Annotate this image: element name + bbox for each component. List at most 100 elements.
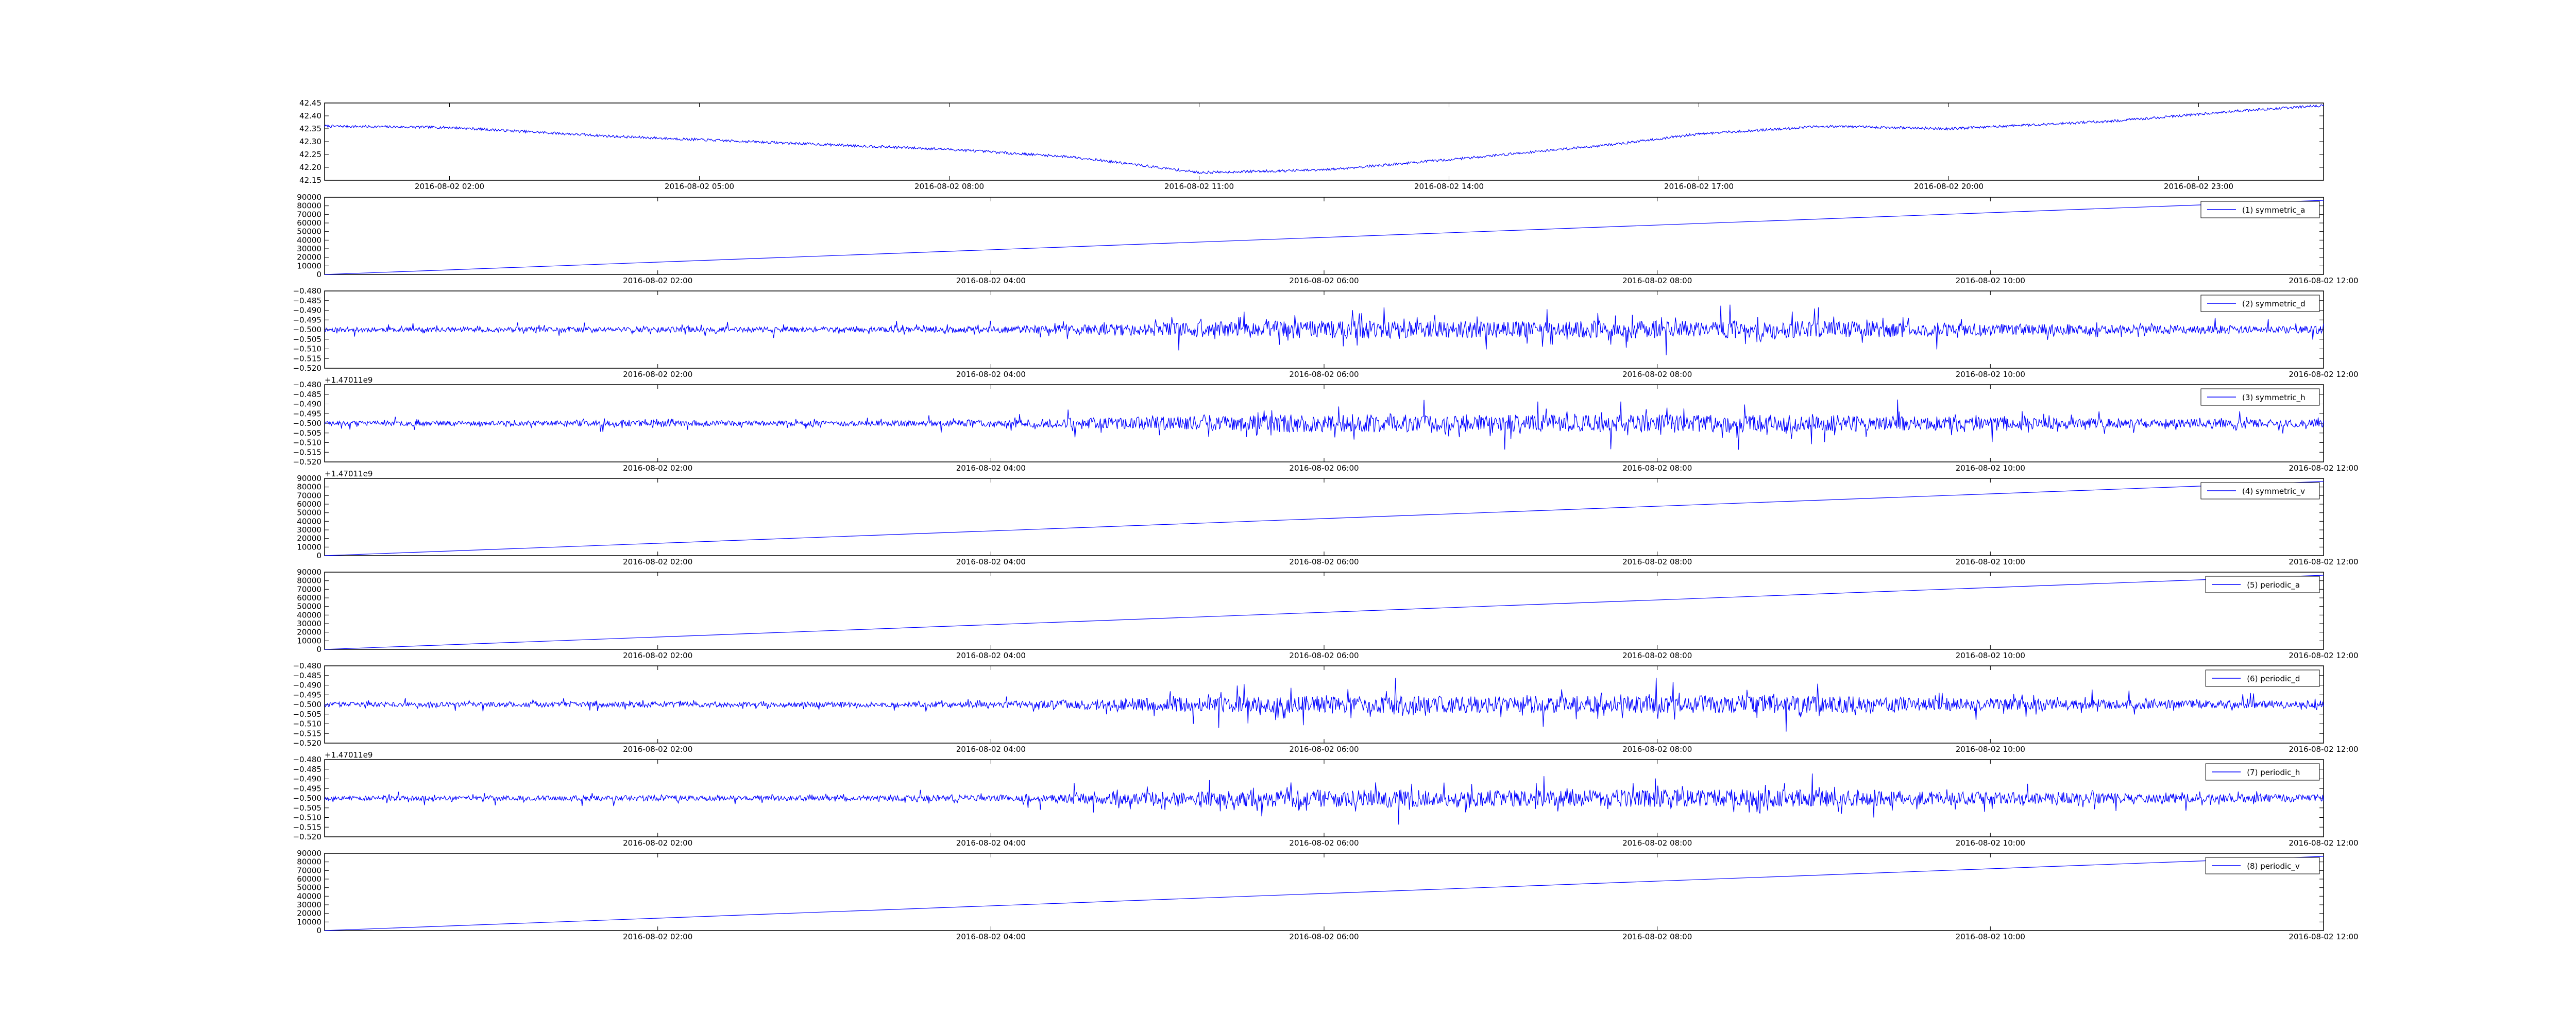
x-tick-label: 2016-08-02 08:00 (1622, 838, 1692, 848)
y-tick-label: 80000 (297, 857, 321, 867)
x-tick-label: 2016-08-02 02:00 (623, 838, 692, 848)
y-tick-label: 80000 (297, 201, 321, 211)
series-line (324, 773, 2324, 825)
y-tick-label: −0.505 (293, 710, 321, 719)
x-tick-label: 2016-08-02 04:00 (956, 838, 1026, 848)
legend-label: (1) symmetric_a (2242, 205, 2305, 215)
axes-frame (324, 853, 2324, 931)
series-line (324, 399, 2324, 450)
y-tick-label: 10000 (297, 917, 321, 926)
series-line (324, 200, 2324, 275)
x-tick-label: 2016-08-02 08:00 (1622, 745, 1692, 754)
y-tick-label: 80000 (297, 483, 321, 492)
y-tick-label: 10000 (297, 636, 321, 645)
x-tick-label: 2016-08-02 10:00 (1956, 276, 2025, 285)
x-tick-label: 2016-08-02 06:00 (1289, 838, 1359, 848)
x-tick-label: 2016-08-02 12:00 (2289, 463, 2358, 473)
y-tick-label: 90000 (297, 849, 321, 858)
x-tick-label: 2016-08-02 02:00 (623, 276, 692, 285)
x-tick-label: 2016-08-02 12:00 (2289, 745, 2358, 754)
y-tick-label: −0.500 (293, 325, 321, 334)
x-tick-label: 2016-08-02 02:00 (623, 745, 692, 754)
y-tick-label: 40000 (297, 610, 321, 620)
y-tick-label: 40000 (297, 517, 321, 526)
panel-p7: −0.520−0.515−0.510−0.505−0.500−0.495−0.4… (293, 750, 2358, 848)
y-tick-label: 42.45 (299, 98, 321, 108)
y-tick-label: −0.485 (293, 296, 321, 305)
y-tick-label: −0.490 (293, 400, 321, 409)
legend-label: (6) periodic_d (2247, 674, 2300, 684)
y-tick-label: −0.520 (293, 832, 321, 841)
y-tick-label: 70000 (297, 584, 321, 594)
panel-p2: −0.520−0.515−0.510−0.505−0.500−0.495−0.4… (293, 286, 2358, 379)
y-tick-label: 70000 (297, 491, 321, 500)
y-tick-label: 20000 (297, 628, 321, 637)
y-tick-label: −0.480 (293, 286, 321, 296)
x-tick-label: 2016-08-02 08:00 (1622, 276, 1692, 285)
panel-p8: 0100002000030000400005000060000700008000… (297, 849, 2358, 941)
legend-label: (3) symmetric_h (2242, 393, 2306, 403)
x-tick-label: 2016-08-02 04:00 (956, 651, 1026, 660)
x-tick-label: 2016-08-02 06:00 (1289, 651, 1359, 660)
x-tick-label: 2016-08-02 02:00 (623, 463, 692, 473)
y-tick-label: −0.515 (293, 354, 321, 363)
axes-frame (324, 572, 2324, 650)
x-tick-label: 2016-08-02 10:00 (1956, 370, 2025, 379)
y-tick-label: −0.505 (293, 428, 321, 438)
x-tick-label: 2016-08-02 04:00 (956, 557, 1026, 566)
y-tick-label: 90000 (297, 474, 321, 483)
x-tick-label: 2016-08-02 06:00 (1289, 932, 1359, 941)
legend-box (2200, 482, 2320, 500)
x-tick-label: 2016-08-02 08:00 (1622, 463, 1692, 473)
y-tick-label: 42.25 (299, 150, 321, 159)
y-tick-label: 0 (316, 551, 321, 560)
series-line (324, 104, 2324, 174)
x-tick-label: 2016-08-02 12:00 (2289, 370, 2358, 379)
x-tick-label: 2016-08-02 06:00 (1289, 745, 1359, 754)
y-tick-label: −0.480 (293, 380, 321, 389)
x-tick-label: 2016-08-02 11:00 (1164, 182, 1234, 191)
x-tick-label: 2016-08-02 10:00 (1956, 838, 2025, 848)
y-offset-label: +1.47011e9 (325, 375, 372, 385)
x-tick-label: 2016-08-02 20:00 (1914, 182, 1984, 191)
x-tick-label: 2016-08-02 08:00 (1622, 932, 1692, 941)
y-tick-label: −0.515 (293, 729, 321, 738)
series-line (324, 678, 2324, 732)
y-tick-label: −0.520 (293, 364, 321, 373)
legend: (5) periodic_a (2205, 576, 2320, 593)
y-tick-label: −0.520 (293, 738, 321, 748)
y-tick-label: 20000 (297, 534, 321, 543)
y-offset-label: +1.47011e9 (325, 750, 372, 760)
y-tick-label: 50000 (297, 508, 321, 518)
y-tick-label: −0.490 (293, 681, 321, 690)
y-tick-label: −0.510 (293, 438, 321, 448)
y-tick-label: −0.510 (293, 719, 321, 729)
legend: (1) symmetric_a (2200, 201, 2320, 218)
x-tick-label: 2016-08-02 04:00 (956, 370, 1026, 379)
y-tick-label: 0 (316, 270, 321, 279)
y-tick-label: −0.485 (293, 765, 321, 774)
x-tick-label: 2016-08-02 23:00 (2164, 182, 2233, 191)
legend: (6) periodic_d (2205, 669, 2320, 687)
y-tick-label: −0.495 (293, 315, 321, 324)
x-tick-label: 2016-08-02 04:00 (956, 932, 1026, 941)
series-line (324, 575, 2324, 650)
y-tick-label: −0.495 (293, 409, 321, 418)
y-tick-label: 42.30 (299, 137, 321, 146)
x-tick-label: 2016-08-02 10:00 (1956, 932, 2025, 941)
y-tick-label: −0.485 (293, 390, 321, 399)
x-tick-label: 2016-08-02 10:00 (1956, 745, 2025, 754)
x-tick-label: 2016-08-02 04:00 (956, 276, 1026, 285)
x-tick-label: 2016-08-02 12:00 (2289, 932, 2358, 941)
y-tick-label: −0.490 (293, 775, 321, 784)
legend-label: (5) periodic_a (2247, 580, 2300, 590)
y-tick-label: 60000 (297, 874, 321, 884)
legend: (3) symmetric_h (2200, 388, 2320, 406)
x-tick-label: 2016-08-02 08:00 (1622, 651, 1692, 660)
panel-p6: −0.520−0.515−0.510−0.505−0.500−0.495−0.4… (293, 661, 2358, 754)
x-tick-label: 2016-08-02 10:00 (1956, 557, 2025, 566)
axes-frame (324, 290, 2324, 369)
x-tick-label: 2016-08-02 08:00 (1622, 557, 1692, 566)
y-tick-label: 90000 (297, 567, 321, 577)
